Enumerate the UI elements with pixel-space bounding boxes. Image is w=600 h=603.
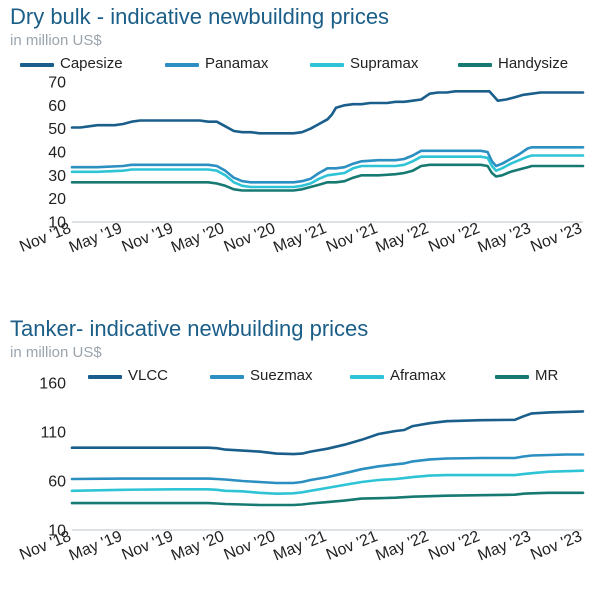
legend-swatch xyxy=(310,63,344,67)
x-tick-label: Nov '18 xyxy=(17,528,73,564)
chart-subtitle: in million US$ xyxy=(10,32,102,49)
series-line-capesize xyxy=(70,90,585,135)
x-tick-label: Nov '18 xyxy=(17,220,73,256)
legend-swatch xyxy=(20,63,54,67)
legend-label: VLCC xyxy=(128,367,169,384)
series-line-handysize xyxy=(70,163,585,192)
x-tick-label: Nov '19 xyxy=(119,220,175,256)
y-tick-label: 60 xyxy=(48,98,66,115)
x-tick-label: Nov '21 xyxy=(324,528,380,564)
legend-swatch xyxy=(165,63,199,67)
legend-label: Suezmax xyxy=(250,367,313,384)
chart-subtitle: in million US$ xyxy=(10,344,102,361)
x-tick-label: May '20 xyxy=(169,220,227,257)
series-line-suezmax xyxy=(70,453,585,485)
legend-swatch xyxy=(210,375,244,379)
x-tick-label: Nov '20 xyxy=(222,220,278,256)
series-line-supramax xyxy=(70,154,585,189)
y-tick-label: 40 xyxy=(48,145,66,162)
x-tick-label: Nov '21 xyxy=(324,220,380,256)
legend-label: Panamax xyxy=(205,55,269,72)
legend-label: Supramax xyxy=(350,55,419,72)
y-tick-label: 70 xyxy=(48,75,66,92)
x-tick-label: May '22 xyxy=(373,528,431,565)
y-tick-label: 160 xyxy=(39,376,66,393)
legend-label: MR xyxy=(535,367,559,384)
series-line-panamax xyxy=(70,146,585,184)
x-tick-label: May '21 xyxy=(271,528,329,565)
series-line-aframax xyxy=(70,469,585,495)
legend-swatch xyxy=(88,375,122,379)
x-tick-label: Nov '22 xyxy=(426,220,482,256)
tanker-chart-panel: Tanker- indicative newbuilding prices in… xyxy=(0,312,600,603)
legend-label: Aframax xyxy=(390,367,446,384)
x-tick-label: May '22 xyxy=(373,220,431,257)
legend-swatch xyxy=(495,375,529,379)
x-tick-label: Nov '23 xyxy=(528,528,584,564)
legend-label: Capesize xyxy=(60,55,123,72)
x-tick-label: May '20 xyxy=(169,528,227,565)
y-tick-label: 60 xyxy=(48,474,66,491)
x-tick-label: May '23 xyxy=(476,220,534,257)
x-tick-label: May '21 xyxy=(271,220,329,257)
legend-swatch xyxy=(458,63,492,67)
x-tick-label: Nov '23 xyxy=(528,220,584,256)
y-tick-label: 20 xyxy=(48,191,66,208)
chart-legend: VLCC Suezmax Aframax MR xyxy=(20,366,595,388)
series-line-vlcc xyxy=(70,410,585,456)
y-tick-label: 30 xyxy=(48,168,66,185)
y-tick-label: 110 xyxy=(40,425,66,442)
chart-legend: Capesize Panamax Supramax Handysize xyxy=(20,54,595,76)
legend-swatch xyxy=(350,375,384,379)
chart-title: Dry bulk - indicative newbuilding prices xyxy=(10,4,390,29)
legend-label: Handysize xyxy=(498,55,569,72)
x-tick-label: May '19 xyxy=(67,528,125,565)
x-tick-label: Nov '20 xyxy=(222,528,278,564)
x-tick-label: May '19 xyxy=(67,220,125,257)
y-tick-label: 10 xyxy=(48,523,66,540)
x-tick-label: Nov '22 xyxy=(426,528,482,564)
series-line-mr xyxy=(70,491,585,507)
x-tick-label: May '23 xyxy=(476,528,534,565)
y-tick-label: 10 xyxy=(48,215,66,232)
dry-bulk-chart-panel: Dry bulk - indicative newbuilding prices… xyxy=(0,0,600,290)
x-tick-label: Nov '19 xyxy=(119,528,175,564)
chart-title: Tanker- indicative newbuilding prices xyxy=(10,316,369,341)
y-tick-label: 50 xyxy=(48,121,66,138)
